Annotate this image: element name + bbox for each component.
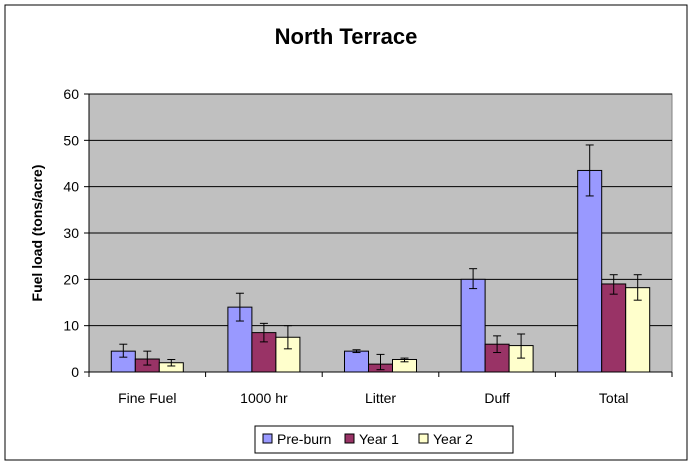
x-tick-label: 1000 hr bbox=[240, 390, 288, 406]
x-tick-label: Duff bbox=[484, 390, 510, 406]
bar-litter-pre-burn bbox=[344, 350, 369, 373]
legend-label: Year 1 bbox=[359, 431, 399, 447]
y-tick-label: 30 bbox=[63, 225, 79, 241]
legend-swatch bbox=[344, 433, 355, 444]
bar-total-pre-burn bbox=[577, 169, 603, 373]
y-axis-label: Fuel load (tons/acre) bbox=[29, 165, 45, 302]
chart-title: North Terrace bbox=[275, 24, 418, 49]
legend-label: Year 2 bbox=[433, 431, 473, 447]
x-tick-label: Fine Fuel bbox=[118, 390, 176, 406]
legend-swatch bbox=[418, 433, 429, 444]
y-tick-label: 10 bbox=[63, 318, 79, 334]
y-tick-label: 50 bbox=[63, 132, 79, 148]
y-tick-label: 40 bbox=[63, 179, 79, 195]
x-tick-label: Total bbox=[599, 390, 629, 406]
legend: Pre-burn Year 1 Year 2 bbox=[254, 425, 514, 454]
y-tick-label: 20 bbox=[63, 271, 79, 287]
y-tick-label: 60 bbox=[63, 86, 79, 102]
y-tick-label: 0 bbox=[71, 364, 79, 380]
legend-label: Pre-burn bbox=[277, 431, 331, 447]
legend-box bbox=[254, 425, 514, 454]
bar-total-year-1 bbox=[601, 283, 627, 373]
plot-area: 0 10 20 30 40 50 60 Fine Fuel 1000 hr Litter Duff T… bbox=[63, 86, 673, 406]
legend-swatch bbox=[262, 433, 273, 444]
bar-duff-pre-burn bbox=[460, 278, 486, 373]
x-tick-label: Litter bbox=[365, 390, 396, 406]
